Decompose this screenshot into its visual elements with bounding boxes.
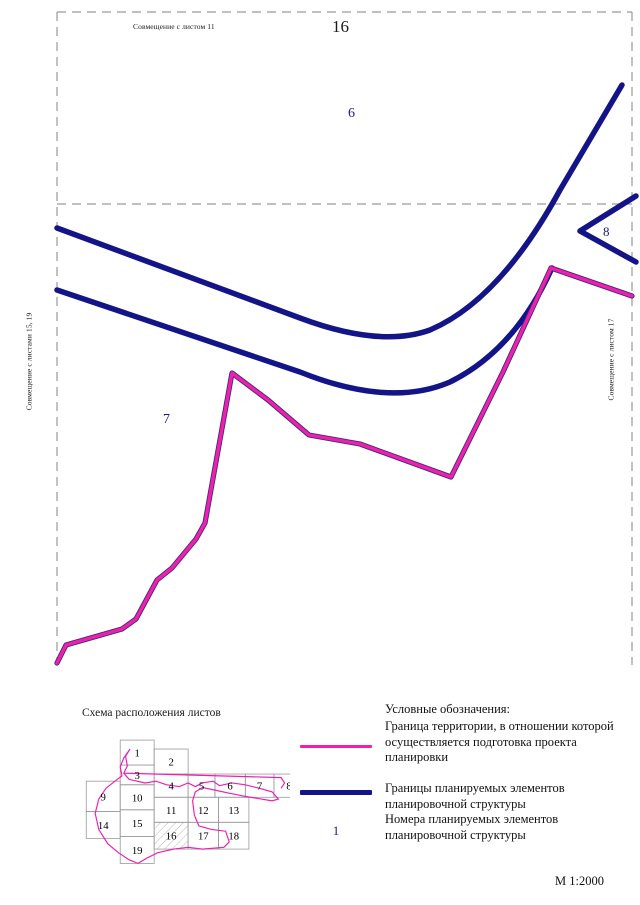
edge-label-top: Совмещение с листом 11 — [133, 22, 215, 31]
edge-label-right: Совмещение с листом 17 — [606, 318, 616, 401]
sheet-cell-label-9: 9 — [101, 791, 106, 803]
element-number-8: 8 — [603, 224, 610, 239]
sheet-cell-label-18: 18 — [228, 831, 239, 843]
sheet-cell-label-14: 14 — [98, 820, 109, 832]
sheet-cell-label-5: 5 — [199, 781, 204, 793]
sheet-cell-label-8: 8 — [286, 781, 290, 793]
legend-sample-number: 1 — [332, 823, 340, 838]
sheet-scheme-territory-spur — [123, 772, 286, 789]
sheet-number-label: 16 — [332, 17, 349, 36]
sheet-cell-label-7: 7 — [257, 781, 263, 793]
map-area: Совмещение с листом 11 Совмещение с лист… — [24, 11, 639, 666]
edge-label-left: Совмещение с листами 15, 19 — [24, 312, 34, 411]
sheet-cell-label-15: 15 — [132, 818, 143, 830]
sheet-cell-labels: 12345678910111213141516171819 — [98, 748, 290, 857]
sheet-cell-label-3: 3 — [135, 770, 140, 782]
legend-title: Условные обозначения: — [385, 702, 511, 716]
sheet-cell-label-12: 12 — [198, 805, 209, 817]
legend-item-planning-elements-text: Границы планируемых элементов планировоч… — [385, 781, 565, 811]
legend-item-territory-boundary-text: Граница территории, в отношении которой … — [385, 719, 614, 764]
bottom-area: Схема расположения листов 12345678910111… — [0, 690, 640, 905]
sheet-cell-label-19: 19 — [132, 845, 143, 857]
sheet-scheme-diagram: 12345678910111213141516171819 — [85, 739, 290, 865]
sheet-cell-label-6: 6 — [227, 781, 233, 793]
sheet-cell-18[interactable] — [218, 821, 250, 850]
legend: Условные обозначения: Граница территории… — [290, 702, 640, 872]
planning-element-boundary-wedge-8 — [577, 193, 639, 265]
sheet-scheme-territory-outline — [94, 748, 280, 865]
sheet-cell-8[interactable] — [273, 773, 290, 798]
sheet-cell-label-16: 16 — [166, 831, 177, 843]
sheet-cell-label-10: 10 — [132, 792, 143, 804]
sheet-cell-label-11: 11 — [166, 805, 176, 817]
element-number-6: 6 — [348, 106, 355, 121]
legend-item-element-numbers-text: Номера планируемых элементов планировочн… — [385, 812, 559, 842]
scale-label: М 1:2000 — [555, 874, 604, 888]
sheet-cell-label-4: 4 — [168, 781, 174, 793]
sheet-scheme-title: Схема расположения листов — [82, 707, 221, 719]
map-canvas — [54, 11, 639, 666]
legend-swatch-territory-boundary — [300, 745, 372, 748]
legend-swatch-planning-elements — [300, 790, 372, 795]
sheet-cell-label-13: 13 — [228, 805, 239, 817]
sheet-cell-label-17: 17 — [198, 831, 209, 843]
sheet-cell-label-1: 1 — [135, 748, 140, 760]
sheet-cells — [85, 739, 290, 864]
element-number-7: 7 — [163, 412, 170, 427]
sheet-cell-label-2: 2 — [168, 757, 173, 769]
planning-element-boundary-lower — [54, 265, 555, 396]
territory-boundary — [55, 266, 634, 665]
planning-element-boundary-upper — [54, 82, 625, 340]
